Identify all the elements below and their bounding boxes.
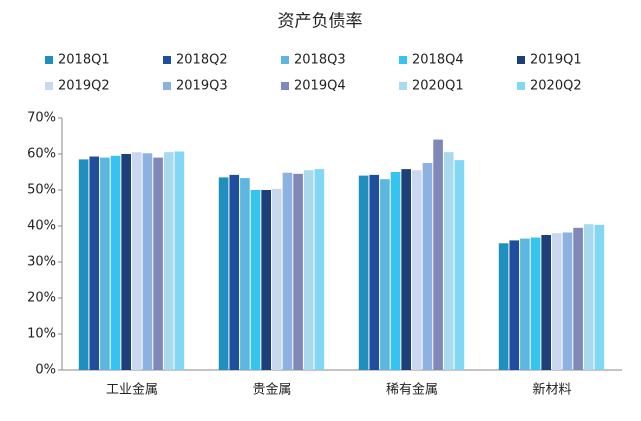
y-tick-label: 20% (27, 291, 56, 306)
bar (583, 224, 594, 370)
legend-swatch (163, 56, 171, 64)
bar (390, 172, 401, 370)
bar (100, 157, 110, 370)
bar (380, 179, 390, 370)
bar (132, 152, 142, 370)
bar (282, 172, 293, 370)
bar (358, 175, 369, 370)
x-tick-label: 稀有金属 (386, 382, 438, 398)
legend-label: 2018Q4 (412, 53, 464, 68)
bar (433, 139, 443, 370)
bar (594, 224, 605, 370)
legend-swatch (281, 82, 289, 90)
y-tick-label: 60% (27, 147, 56, 162)
y-tick-label: 0% (35, 363, 56, 378)
legend-label: 2020Q2 (530, 79, 582, 94)
bar (240, 178, 250, 370)
bar (261, 190, 271, 370)
bar (153, 157, 163, 370)
bar (229, 174, 240, 370)
legend-label: 2020Q1 (412, 79, 464, 94)
bar (314, 169, 325, 370)
bar (110, 155, 121, 370)
y-tick-label: 50% (27, 183, 56, 198)
y-tick-label: 40% (27, 219, 56, 234)
bar (369, 174, 380, 370)
bar (541, 235, 551, 370)
bar (272, 188, 282, 370)
bar (174, 151, 185, 370)
x-tick-label: 新材料 (532, 382, 571, 398)
legend-swatch (163, 82, 171, 90)
legend-swatch (517, 82, 525, 90)
legend-swatch (281, 56, 289, 64)
legend-swatch (45, 56, 53, 64)
legend-label: 2019Q2 (58, 79, 110, 94)
bar (163, 152, 174, 370)
y-tick-label: 30% (27, 255, 56, 270)
bar (552, 233, 562, 370)
legend-label: 2019Q1 (530, 53, 582, 68)
y-tick-label: 70% (27, 111, 56, 126)
bar (293, 173, 303, 370)
legend-swatch (517, 56, 525, 64)
legend-label: 2018Q1 (58, 53, 110, 68)
bar (78, 159, 89, 370)
legend-swatch (45, 82, 53, 90)
bar (530, 237, 541, 370)
legend-label: 2019Q3 (176, 79, 228, 94)
legend-swatch (399, 56, 407, 64)
bar (562, 232, 573, 370)
bar (422, 163, 433, 370)
bar (509, 240, 520, 370)
y-tick-label: 10% (27, 327, 56, 342)
bar (520, 238, 530, 370)
bar (89, 156, 100, 370)
x-tick-label: 工业金属 (106, 382, 158, 398)
bar (218, 177, 229, 370)
legend-label: 2019Q4 (294, 79, 346, 94)
legend-label: 2018Q2 (176, 53, 228, 68)
chart-title: 资产负债率 (278, 12, 363, 32)
bar (121, 154, 131, 370)
bar (401, 169, 411, 370)
bar (303, 170, 314, 370)
bar (443, 152, 454, 370)
legend-swatch (399, 82, 407, 90)
bar (250, 190, 261, 370)
bar (498, 243, 509, 370)
bar (412, 170, 422, 370)
x-tick-label: 贵金属 (252, 382, 291, 398)
bar (142, 153, 153, 370)
legend-label: 2018Q3 (294, 53, 346, 68)
bar (454, 160, 465, 370)
bar (573, 227, 583, 370)
